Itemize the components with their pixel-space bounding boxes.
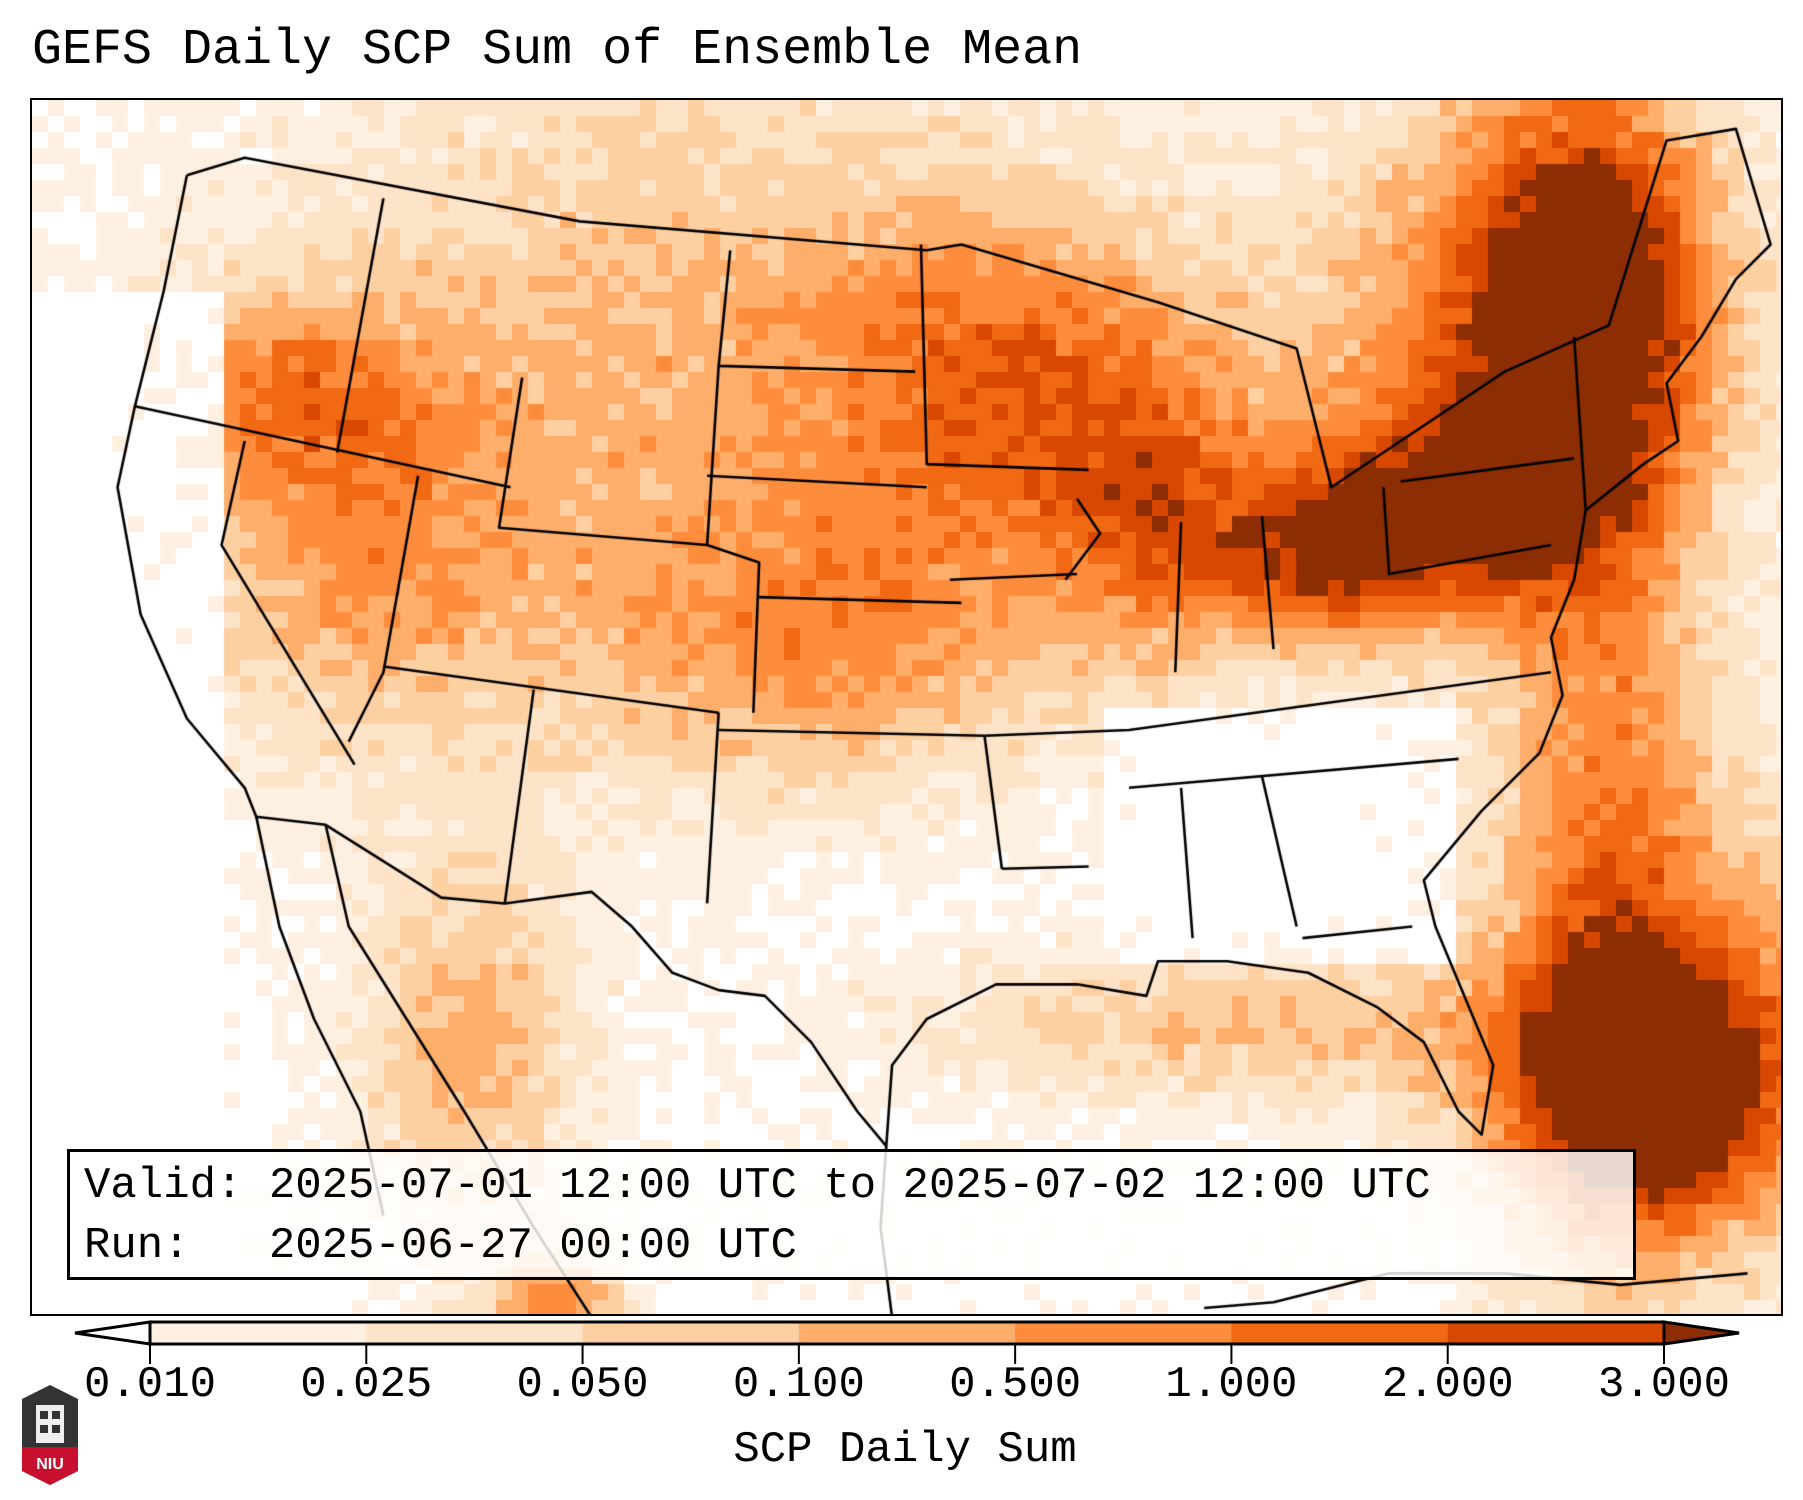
colorbar-tick-label: 0.010 xyxy=(83,1360,217,1410)
colorbar-bin xyxy=(582,1322,800,1344)
colorbar-label: SCP Daily Sum xyxy=(733,1425,1077,1475)
colorbar-bin xyxy=(150,1322,367,1344)
map-panel xyxy=(30,98,1783,1316)
colorbar xyxy=(74,1320,1740,1364)
colorbar-tick-label: 3.000 xyxy=(1597,1360,1731,1410)
scp-field-map xyxy=(32,100,1781,1314)
valid-run-legend: Valid: 2025-07-01 12:00 UTC to 2025-07-0… xyxy=(67,1149,1636,1280)
colorbar-tick-label: 1.000 xyxy=(1165,1360,1298,1410)
niu-logo: NIU xyxy=(22,1385,78,1485)
colorbar-under-arrow xyxy=(74,1320,152,1346)
colorbar-bin xyxy=(1231,1322,1449,1344)
colorbar-tick-label: 0.100 xyxy=(732,1360,865,1410)
colorbar-bin xyxy=(1447,1322,1665,1344)
colorbar-tick-label: 2.000 xyxy=(1381,1360,1514,1410)
colorbar-tick-label: 0.500 xyxy=(949,1360,1082,1410)
colorbar-bin xyxy=(798,1322,1016,1344)
colorbar-tick-label: 0.050 xyxy=(516,1360,649,1410)
colorbar-bin xyxy=(1015,1322,1232,1344)
colorbar-bin xyxy=(366,1322,584,1344)
colorbar-outline xyxy=(148,1320,1666,1346)
colorbar-over-arrow xyxy=(1662,1320,1740,1346)
colorbar-tick-label: 0.025 xyxy=(300,1360,433,1410)
run-time-text: Run: 2025-06-27 00:00 UTC xyxy=(84,1221,797,1271)
chart-title: GEFS Daily SCP Sum of Ensemble Mean xyxy=(32,22,1083,79)
valid-time-text: Valid: 2025-07-01 12:00 UTC to 2025-07-0… xyxy=(84,1161,1431,1211)
svg-text:NIU: NIU xyxy=(36,1456,64,1473)
